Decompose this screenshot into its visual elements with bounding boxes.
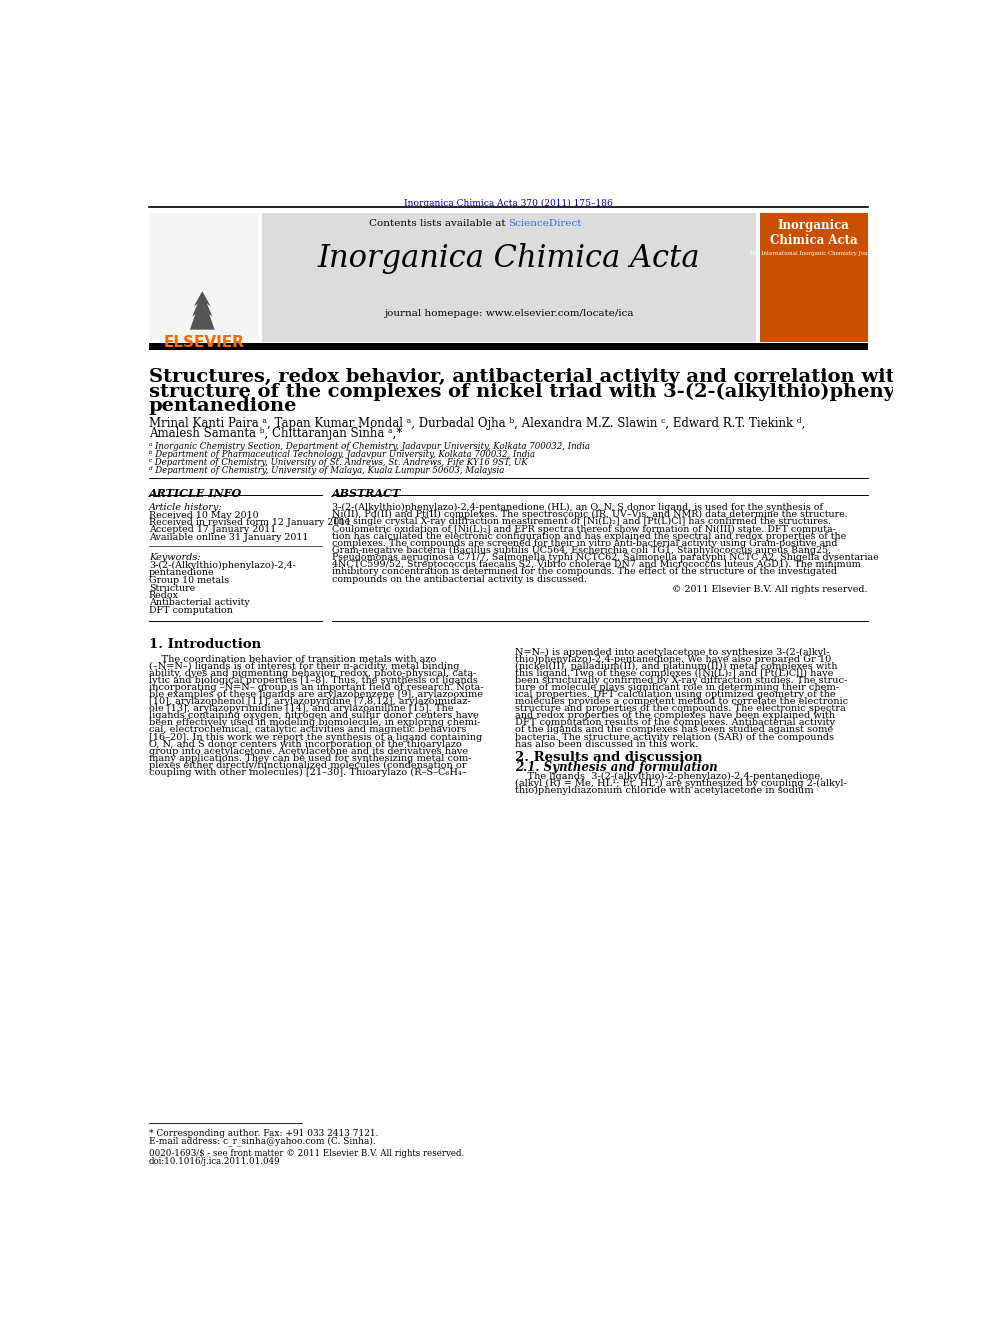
Text: ble examples of these ligands are arylazobenzene [9], arylazooxime: ble examples of these ligands are arylaz… (149, 691, 483, 699)
Text: Article history:: Article history: (149, 503, 222, 512)
Text: molecules provides a competent method to correlate the electronic: molecules provides a competent method to… (515, 697, 848, 706)
Text: ability, dyes and pigmenting behavior, redox, photo-physical, cata-: ability, dyes and pigmenting behavior, r… (149, 669, 476, 677)
Text: [10], arylazophenol [11], arylazopyridine [7,8,12], arylazoimidaz-: [10], arylazophenol [11], arylazopyridin… (149, 697, 470, 706)
Text: compounds on the antibacterial activity is discussed.: compounds on the antibacterial activity … (331, 574, 586, 583)
Text: Group 10 metals: Group 10 metals (149, 577, 229, 586)
Text: group into acetylacetone. Acetylacetone and its derivatives have: group into acetylacetone. Acetylacetone … (149, 746, 468, 755)
Text: 1. Introduction: 1. Introduction (149, 638, 261, 651)
Text: and redox properties of the complexes have been explained with: and redox properties of the complexes ha… (515, 712, 834, 720)
Text: Available online 31 January 2011: Available online 31 January 2011 (149, 533, 309, 541)
Text: Keywords:: Keywords: (149, 553, 200, 562)
Text: many applications. They can be used for synthesizing metal com-: many applications. They can be used for … (149, 754, 471, 763)
Text: Inorganica
Chimica Acta: Inorganica Chimica Acta (770, 218, 857, 247)
Text: The International Inorganic Chemistry Journal: The International Inorganic Chemistry Jo… (749, 251, 879, 257)
Text: cal, electrochemical, catalytic activities and magnetic behaviors: cal, electrochemical, catalytic activiti… (149, 725, 466, 734)
Text: been effectively used in modeling biomolecule, in exploring chemi-: been effectively used in modeling biomol… (149, 718, 480, 728)
Text: ᶜ Department of Chemistry, University of St. Andrews, St. Andrews, Fife KY16 9ST: ᶜ Department of Chemistry, University of… (149, 458, 528, 467)
Text: structure of the complexes of nickel triad with 3-(2-(alkylthio)phenylazo)-2,4-: structure of the complexes of nickel tri… (149, 382, 992, 401)
Text: ical properties. DFT calculation using optimized geometry of the: ical properties. DFT calculation using o… (515, 691, 835, 699)
Text: The coordination behavior of transition metals with azo: The coordination behavior of transition … (149, 655, 436, 664)
Text: plexes either directly/functionalized molecules (condensation or: plexes either directly/functionalized mo… (149, 761, 466, 770)
Bar (149, 213, 259, 340)
Text: ScienceDirect: ScienceDirect (509, 218, 582, 228)
Text: ᵃ Inorganic Chemistry Section, Department of Chemistry, Jadavpur University, Kol: ᵃ Inorganic Chemistry Section, Departmen… (149, 442, 590, 451)
Bar (149, 343, 868, 349)
Text: (nickel(II), palladium(II), and platinum(II)) metal complexes with: (nickel(II), palladium(II), and platinum… (515, 662, 837, 671)
Text: Antibacterial activity: Antibacterial activity (149, 598, 250, 607)
Text: 4NCTC599/52, Streptococcus faecalis S2, Vibrio cholerae DN7 and Micrococcus lute: 4NCTC599/52, Streptococcus faecalis S2, … (331, 560, 860, 569)
Text: Redox: Redox (149, 591, 179, 601)
Text: ABSTRACT: ABSTRACT (331, 488, 401, 499)
Text: been structurally confirmed by X-ray diffraction studies. The struc-: been structurally confirmed by X-ray dif… (515, 676, 847, 685)
Text: Received in revised form 12 January 2011: Received in revised form 12 January 2011 (149, 519, 351, 527)
Text: ligands containing oxygen, nitrogen and sulfur donor centers have: ligands containing oxygen, nitrogen and … (149, 712, 478, 720)
Text: 3-(2-(Alkylthio)phenylazo)-2,4-pentanedione (HL), an O, N, S donor ligand, is us: 3-(2-(Alkylthio)phenylazo)-2,4-pentanedi… (331, 503, 822, 512)
Bar (199, 311, 205, 325)
Text: 2. Results and discussion: 2. Results and discussion (515, 750, 702, 763)
Text: DFT computation results of the complexes. Antibacterial activity: DFT computation results of the complexes… (515, 718, 834, 728)
Text: tion has calculated the electronic configuration and has explained the spectral : tion has calculated the electronic confi… (331, 532, 846, 541)
Text: inhibitory concentration is determined for the compounds. The effect of the stru: inhibitory concentration is determined f… (331, 568, 837, 577)
Text: lytic and biological properties [1–8]. Thus, the synthesis of ligands: lytic and biological properties [1–8]. T… (149, 676, 478, 685)
Text: doi:10.1016/j.ica.2011.01.049: doi:10.1016/j.ica.2011.01.049 (149, 1156, 281, 1166)
Text: Structure: Structure (149, 583, 195, 593)
Text: Gram-negative bacteria (Bacillus subtilis UC564, Escherichia coli TG1, Staphyloc: Gram-negative bacteria (Bacillus subtili… (331, 546, 831, 556)
Text: pentanedione: pentanedione (149, 568, 214, 577)
Text: Contents lists available at: Contents lists available at (368, 218, 509, 228)
Text: coupling with other molecules) [21–30]. Thioarylazo (R–S–C₆H₄–: coupling with other molecules) [21–30]. … (149, 767, 466, 777)
Text: (–N=N–) ligands is of interest for their π-acidity, metal binding: (–N=N–) ligands is of interest for their… (149, 662, 459, 671)
Bar (760, 213, 868, 343)
Text: of the ligands and the complexes has been studied against some: of the ligands and the complexes has bee… (515, 725, 832, 734)
Text: O, N, and S donor centers with incorporation of the thioarylazo: O, N, and S donor centers with incorpora… (149, 740, 461, 749)
Text: this ligand. Two of these complexes ([Ni(L)₂] and [Pt(L)Cl]) have: this ligand. Two of these complexes ([Ni… (515, 669, 833, 677)
Bar (262, 213, 757, 343)
Text: ᵈ Department of Chemistry, University of Malaya, Kuala Lumpur 50603, Malaysia: ᵈ Department of Chemistry, University of… (149, 467, 504, 475)
Text: 3-(2-(Alkylthio)phenylazo)-2,4-: 3-(2-(Alkylthio)phenylazo)-2,4- (149, 561, 296, 570)
Text: pentanedione: pentanedione (149, 397, 298, 415)
Text: Inorganica Chimica Acta: Inorganica Chimica Acta (317, 243, 700, 274)
Text: Received 10 May 2010: Received 10 May 2010 (149, 511, 259, 520)
Text: thio)phenylazo)-2,4-pentanedione. We have also prepared Gr 10: thio)phenylazo)-2,4-pentanedione. We hav… (515, 655, 831, 664)
Text: (alkyl (R) = Me, HL¹; Et, HL²) are synthesized by coupling 2-(alkyl-: (alkyl (R) = Me, HL¹; Et, HL²) are synth… (515, 779, 846, 789)
Text: Structures, redox behavior, antibacterial activity and correlation with electron: Structures, redox behavior, antibacteria… (149, 368, 992, 386)
Text: ture of molecule plays significant role in determining their chem-: ture of molecule plays significant role … (515, 683, 838, 692)
Text: ole [13], arylazopyrimidine [14], and arylazoanilline [15]. The: ole [13], arylazopyrimidine [14], and ar… (149, 704, 453, 713)
Text: Coulometric oxidation of [Ni(L)₂] and EPR spectra thereof show formation of Ni(I: Coulometric oxidation of [Ni(L)₂] and EP… (331, 524, 835, 533)
Text: structure and properties of the compounds. The electronic spectra: structure and properties of the compound… (515, 704, 845, 713)
Text: 2.1. Synthesis and formulation: 2.1. Synthesis and formulation (515, 761, 717, 774)
Text: N=N–) is appended into acetylacetone to synthesize 3-(2-(alkyl-: N=N–) is appended into acetylacetone to … (515, 647, 829, 656)
Text: Inorganica Chimica Acta 370 (2011) 175–186: Inorganica Chimica Acta 370 (2011) 175–1… (404, 198, 613, 208)
Text: * Corresponding author. Fax: +91 033 2413 7121.: * Corresponding author. Fax: +91 033 241… (149, 1129, 378, 1138)
Text: The single crystal X-ray diffraction measurement of [Ni(L)₂] and [Pt(L)Cl] has c: The single crystal X-ray diffraction mea… (331, 517, 830, 527)
Text: E-mail address: c_r_sinha@yahoo.com (C. Sinha).: E-mail address: c_r_sinha@yahoo.com (C. … (149, 1136, 376, 1147)
Text: DFT computation: DFT computation (149, 606, 233, 615)
Text: complexes. The compounds are screened for their in vitro anti-bacterial activity: complexes. The compounds are screened fo… (331, 538, 837, 548)
Text: ARTICLE INFO: ARTICLE INFO (149, 488, 242, 499)
Text: Amalesh Samanta ᵇ, Chittaranjan Sinha ᵃ,*: Amalesh Samanta ᵇ, Chittaranjan Sinha ᵃ,… (149, 427, 402, 439)
Text: © 2011 Elsevier B.V. All rights reserved.: © 2011 Elsevier B.V. All rights reserved… (673, 585, 868, 594)
Text: ELSEVIER: ELSEVIER (164, 335, 244, 351)
Text: Mrinal Kanti Paira ᵃ, Tapan Kumar Mondal ᵃ, Durbadal Ojha ᵇ, Alexandra M.Z. Slaw: Mrinal Kanti Paira ᵃ, Tapan Kumar Mondal… (149, 417, 806, 430)
Text: bacteria. The structure activity relation (SAR) of the compounds: bacteria. The structure activity relatio… (515, 733, 833, 742)
Text: The ligands  3-(2-(alkylthio)-2-phenylazo)-2,4-pentanedione,: The ligands 3-(2-(alkylthio)-2-phenylazo… (515, 773, 822, 782)
Text: 0020-1693/$ - see front matter © 2011 Elsevier B.V. All rights reserved.: 0020-1693/$ - see front matter © 2011 El… (149, 1148, 464, 1158)
Text: ᵇ Department of Pharmaceutical Technology, Jadavpur University, Kolkata 700032, : ᵇ Department of Pharmaceutical Technolog… (149, 450, 535, 459)
Polygon shape (189, 291, 214, 329)
Text: Pseudomonas aeruginosa C71/7, Salmonella typhi NCTC62, Salmonella paratyphi NCTC: Pseudomonas aeruginosa C71/7, Salmonella… (331, 553, 879, 562)
Text: thio)phenyldiazonium chloride with acetylacetone in sodium: thio)phenyldiazonium chloride with acety… (515, 786, 813, 795)
Text: Ni(II), Pd(II) and Pt(II) complexes. The spectroscopic (IR, UV–Vis, and NMR) dat: Ni(II), Pd(II) and Pt(II) complexes. The… (331, 511, 847, 519)
Text: journal homepage: www.elsevier.com/locate/ica: journal homepage: www.elsevier.com/locat… (385, 308, 634, 318)
Text: [16–20]. In this work we report the synthesis of a ligand containing: [16–20]. In this work we report the synt… (149, 733, 482, 742)
Text: incorporating –N=N– group is an important field of research. Nota-: incorporating –N=N– group is an importan… (149, 683, 483, 692)
Text: Accepted 17 January 2011: Accepted 17 January 2011 (149, 525, 276, 534)
Text: has also been discussed in this work.: has also been discussed in this work. (515, 740, 697, 749)
